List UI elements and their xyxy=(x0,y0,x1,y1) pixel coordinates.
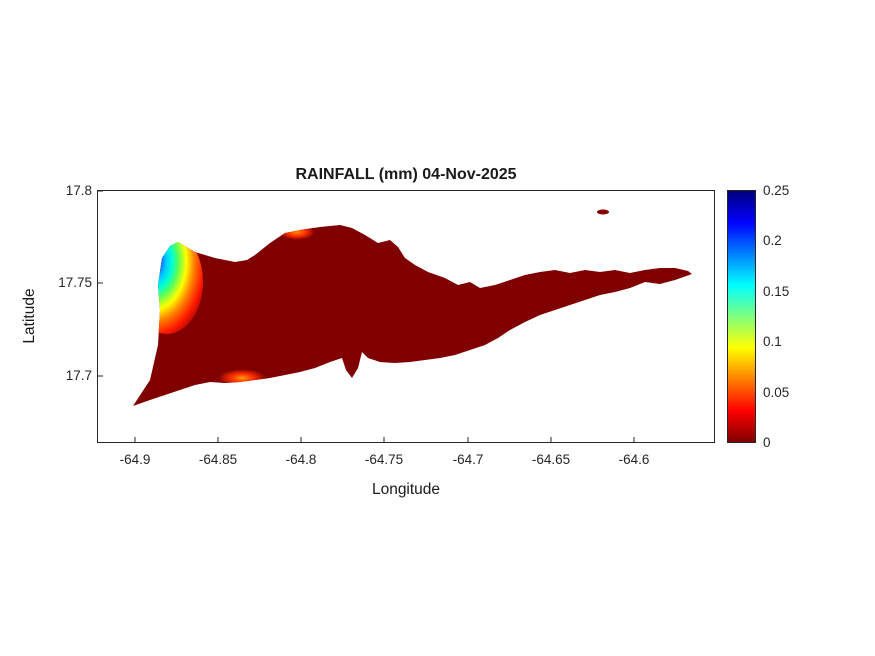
colorbar-tick-label: 0.25 xyxy=(763,183,790,198)
x-tick-label: -64.9 xyxy=(119,452,151,467)
south-coast-rain-patch xyxy=(218,369,266,387)
colorbar-tick-label: 0.05 xyxy=(763,385,790,400)
y-axis-label: Latitude xyxy=(21,288,38,344)
y-tick-label: 17.7 xyxy=(65,368,92,383)
colorbar-tick-label: 0 xyxy=(763,435,771,450)
chart-title: RAINFALL (mm) 04-Nov-2025 xyxy=(295,166,517,183)
north-coast-rain-streak xyxy=(279,225,315,240)
x-tick-label: -64.75 xyxy=(364,452,404,467)
island-landmass xyxy=(133,225,692,406)
northwest-rain-maximum xyxy=(133,230,203,334)
x-tick-label: -64.7 xyxy=(452,452,484,467)
axes-box xyxy=(97,190,715,443)
x-tick-label: -64.85 xyxy=(198,452,238,467)
axis-tick-marks xyxy=(97,190,635,443)
y-tick-label: 17.75 xyxy=(58,275,92,290)
y-tick-label: 17.8 xyxy=(65,183,92,198)
colorbar-tick-label: 0.2 xyxy=(763,233,782,248)
plot-area xyxy=(97,190,715,443)
colorbar xyxy=(727,190,756,443)
x-tick-label: -64.65 xyxy=(531,452,571,467)
x-axis-label: Longitude xyxy=(371,481,441,498)
colorbar-tick-label: 0.1 xyxy=(763,334,782,349)
x-tick-label: -64.8 xyxy=(285,452,317,467)
offshore-islet xyxy=(597,209,609,215)
x-tick-label: -64.6 xyxy=(618,452,650,467)
colorbar-tick-label: 0.15 xyxy=(763,284,790,299)
